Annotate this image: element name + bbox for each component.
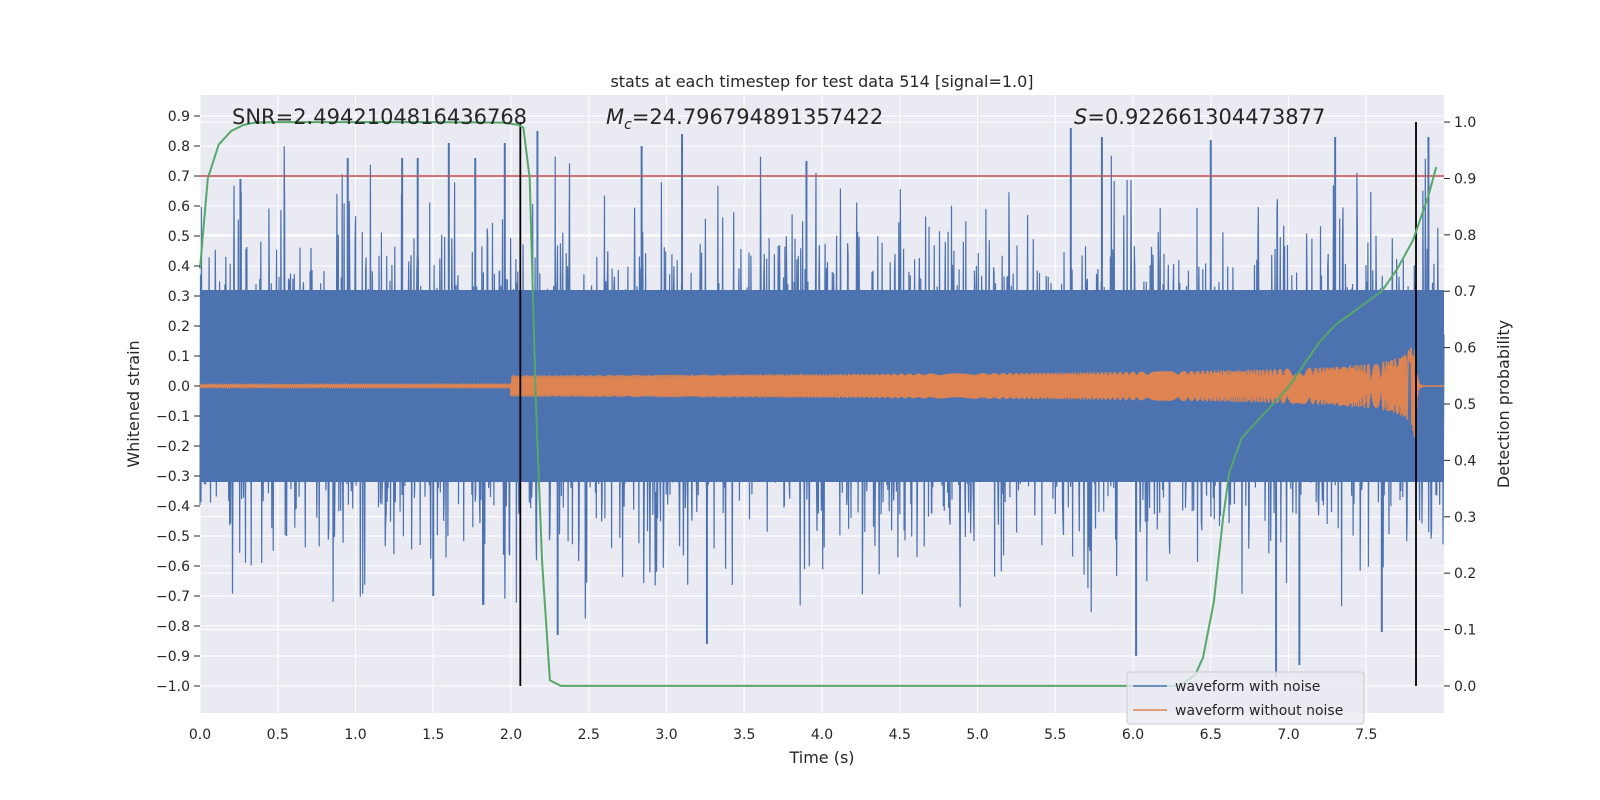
y2-tick-label: 0.4 xyxy=(1454,453,1476,469)
y-tick-label: −0.5 xyxy=(156,529,190,545)
y2-tick-label: 0.0 xyxy=(1454,679,1476,695)
x-tick-label: 4.0 xyxy=(811,727,833,743)
x-tick-label: 2.0 xyxy=(500,727,522,743)
x-tick-label: 3.5 xyxy=(733,727,755,743)
chirp-mass-symbol: M xyxy=(606,105,624,129)
y-tick-label: −0.9 xyxy=(156,649,190,665)
y-tick-label: 0.4 xyxy=(168,259,190,275)
x-tick-label: 4.5 xyxy=(889,727,911,743)
y-tick-label: −0.3 xyxy=(156,469,190,485)
legend-label-noise: waveform with noise xyxy=(1175,679,1320,695)
legend-box xyxy=(1126,671,1365,725)
chirp-mass-value: =24.796794891357422 xyxy=(632,105,883,129)
y-tick-label: −0.1 xyxy=(156,409,190,425)
y-tick-label: 0.9 xyxy=(168,109,190,125)
y-tick-label: 0.7 xyxy=(168,169,190,185)
x-axis-label: Time (s) xyxy=(788,748,854,767)
tick-labels: 0.0 0.5 1.0 1.5 2.0 2.5 3.0 3.5 4.0 4.5 5.0 5.5 6.0 6… xyxy=(156,109,1476,743)
legend: waveform with noise waveform without noi… xyxy=(1126,671,1365,725)
x-tick-label: 1.0 xyxy=(344,727,366,743)
chirp-mass-subscript: c xyxy=(624,117,632,133)
y-tick-label: 0.0 xyxy=(168,379,190,395)
y2-tick-label: 0.9 xyxy=(1454,171,1476,187)
y-tick-label: 0.3 xyxy=(168,289,190,305)
x-tick-label: 0.0 xyxy=(189,727,211,743)
y2-tick-label: 0.3 xyxy=(1454,510,1476,526)
detection-probability-line xyxy=(199,121,1438,687)
y-tick-label: 0.1 xyxy=(168,349,190,365)
y2-tick-label: 0.6 xyxy=(1454,341,1476,357)
x-tick-label: 2.5 xyxy=(578,727,600,743)
y2-tick-label: 0.2 xyxy=(1454,566,1476,582)
x-tick-label: 1.5 xyxy=(422,727,444,743)
y-tick-label: −0.2 xyxy=(156,439,190,455)
y-tick-label: −0.7 xyxy=(156,589,190,605)
chart-title: stats at each timestep for test data 514… xyxy=(610,72,1033,91)
y-tick-label: 0.6 xyxy=(168,199,190,215)
y-tick-label: −0.8 xyxy=(156,619,190,635)
x-tick-label: 7.5 xyxy=(1355,727,1377,743)
y-tick-label: 0.5 xyxy=(168,229,190,245)
y2-tick-label: 0.8 xyxy=(1454,228,1476,244)
clean-waveform-line xyxy=(199,347,1444,438)
x-tick-label: 0.5 xyxy=(267,727,289,743)
legend-label-clean: waveform without noise xyxy=(1175,703,1343,719)
series-lines xyxy=(199,121,1444,687)
chirp-mass-annotation: Mc=24.796794891357422 xyxy=(606,105,883,133)
x-tick-label: 6.0 xyxy=(1122,727,1144,743)
x-tick-label: 6.5 xyxy=(1200,727,1222,743)
y2-tick-label: 0.5 xyxy=(1454,397,1476,413)
statistic-symbol: S xyxy=(1074,105,1087,129)
y-tick-label: −0.6 xyxy=(156,559,190,575)
y2-axis-label: Detection probability xyxy=(1494,320,1513,488)
detection-statistic-annotation: S=0.922661304473877 xyxy=(1074,105,1325,129)
y-tick-label: 0.8 xyxy=(168,139,190,155)
statistic-value: =0.922661304473877 xyxy=(1087,105,1325,129)
y-tick-label: 0.2 xyxy=(168,319,190,335)
x-tick-label: 7.0 xyxy=(1277,727,1299,743)
y2-tick-label: 0.1 xyxy=(1454,623,1476,639)
y-tick-label: −0.4 xyxy=(156,499,190,515)
x-tick-label: 3.0 xyxy=(655,727,677,743)
y2-tick-label: 1.0 xyxy=(1454,115,1476,131)
y-axis-label: Whitened strain xyxy=(124,340,143,467)
y2-tick-label: 0.7 xyxy=(1454,284,1476,300)
x-tick-label: 5.5 xyxy=(1044,727,1066,743)
y-tick-label: −1.0 xyxy=(156,679,190,695)
snr-annotation: SNR=2.4942104816436768 xyxy=(232,105,527,129)
x-tick-label: 5.0 xyxy=(966,727,988,743)
